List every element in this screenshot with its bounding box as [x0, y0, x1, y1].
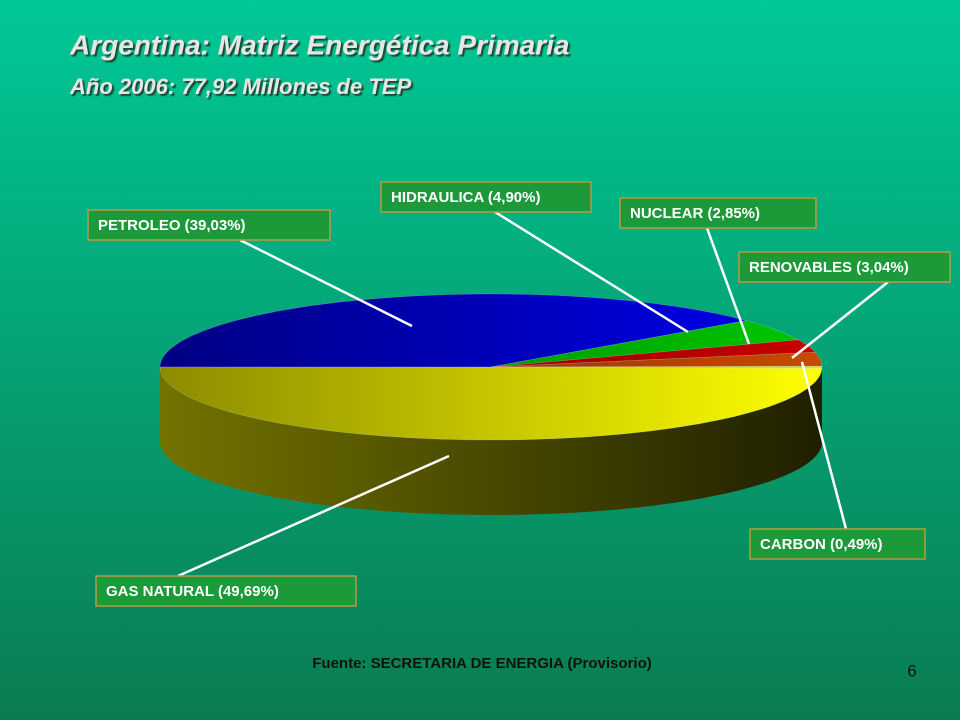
slide-title: Argentina: Matriz Energética Primaria	[69, 29, 569, 60]
leader-line	[494, 210, 689, 334]
slice	[490, 365, 823, 369]
source-note: Fuente: SECRETARIA DE ENERGIA (Provisori…	[312, 655, 651, 672]
label-box	[380, 181, 592, 213]
slice-label: NUCLEAR (2,85%)	[630, 205, 760, 222]
slice	[159, 293, 747, 368]
label-box	[738, 251, 951, 283]
slice-label: GAS NATURAL (49,69%)	[106, 583, 279, 600]
slice-label: CARBON (0,49%)	[760, 536, 883, 553]
slice-label: RENOVABLES (3,04%)	[749, 259, 909, 276]
label-box	[87, 209, 331, 241]
slide-subtitle: Año 2006: 77,92 Millones de TEP	[69, 74, 411, 99]
label-box	[95, 575, 357, 607]
leader-line	[791, 281, 889, 359]
leader-line	[239, 238, 413, 328]
pie-chart	[159, 293, 823, 515]
slice	[490, 320, 800, 368]
label-box	[749, 528, 926, 560]
slice	[490, 351, 823, 368]
slice	[159, 366, 823, 441]
slice-side	[160, 367, 822, 515]
labels: PETROLEO (39,03%) HIDRAULICA (4,90%) NUCLE…	[87, 181, 951, 607]
label-box	[619, 197, 817, 229]
slice-label: HIDRAULICA (4,90%)	[391, 189, 540, 206]
leader-line	[705, 227, 751, 345]
leader-line	[177, 454, 450, 578]
slice-label: PETROLEO (39,03%)	[98, 217, 246, 234]
page-number: 6	[907, 661, 916, 680]
leader-line	[800, 361, 848, 530]
